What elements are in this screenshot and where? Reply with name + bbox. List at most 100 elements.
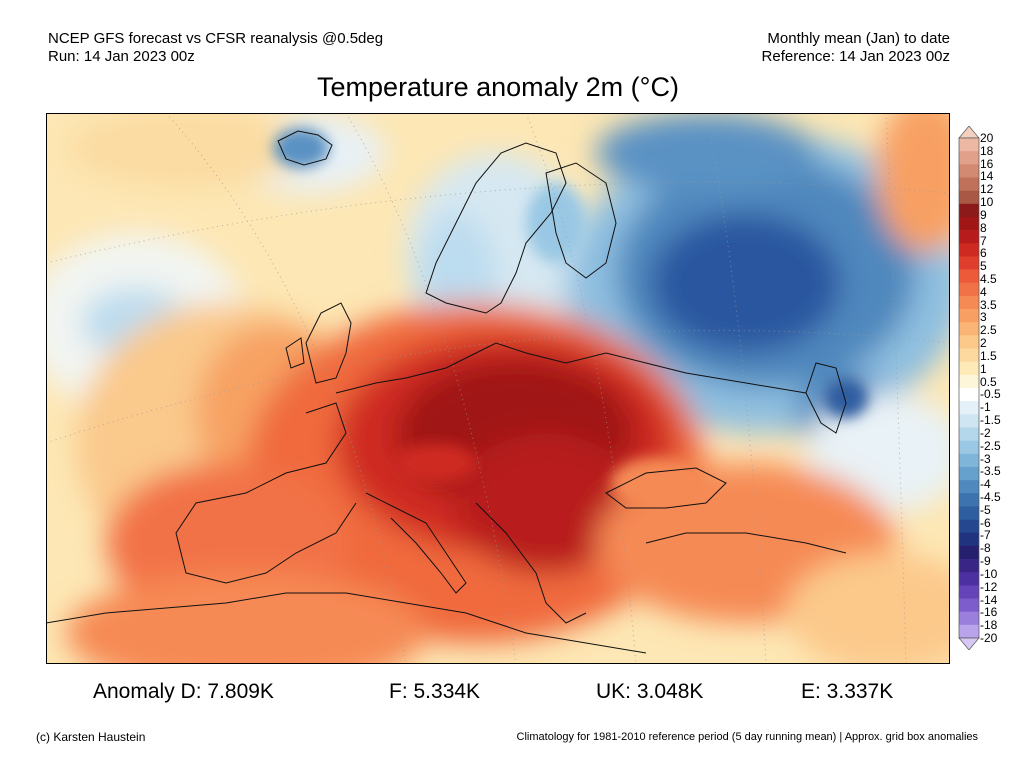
russia-cold-core (651, 213, 841, 353)
legend-swatch (959, 295, 979, 310)
legend-swatch (959, 216, 979, 231)
legend-label: -16 (980, 605, 998, 620)
legend-label: 16 (980, 156, 994, 171)
legend-swatch (959, 545, 979, 560)
legend-swatch (959, 269, 979, 284)
legend-swatch (959, 532, 979, 547)
graticule (46, 113, 950, 664)
legend-label: -18 (980, 618, 998, 633)
legend-swatch (959, 309, 979, 323)
legend-label: 0.5 (980, 374, 997, 389)
legend-label: 4.5 (980, 272, 997, 287)
legend-label: 14 (980, 169, 994, 184)
legend-label: -2 (980, 425, 991, 440)
legend-label: -14 (980, 592, 998, 607)
legend-label: 10 (980, 195, 994, 210)
greenland-sea (66, 113, 306, 188)
balkans-warm (456, 433, 636, 573)
legend-label: -7 (980, 528, 991, 543)
legend-label: -3.5 (980, 464, 1001, 479)
legend-swatch (959, 151, 979, 165)
caspian-core (824, 378, 868, 418)
anomaly-spain: E: 3.337K (801, 680, 894, 703)
legend-label: -9 (980, 554, 991, 569)
legend-label: -2.5 (980, 438, 1001, 453)
legend-label: -12 (980, 579, 998, 594)
coastlines (46, 130, 847, 654)
legend-label: 5 (980, 259, 987, 274)
reference-time: Reference: 14 Jan 2023 00z (761, 48, 950, 65)
model-description: NCEP GFS forecast vs CFSR reanalysis @0.… (48, 30, 384, 47)
legend-label: -4.5 (980, 489, 1001, 504)
legend-swatch (959, 256, 979, 270)
legend-label: 1 (980, 361, 987, 376)
anomaly-map (46, 113, 950, 664)
legend-swatch (959, 177, 979, 191)
legend-swatch (959, 519, 979, 534)
legend-label: 12 (980, 182, 994, 197)
legend-swatch (959, 466, 979, 481)
legend-swatch (959, 453, 979, 468)
legend-swatch (959, 572, 979, 586)
map-frame (46, 113, 950, 664)
legend-label: -4 (980, 477, 991, 492)
legend-swatch (959, 322, 979, 336)
legend-swatch (959, 374, 979, 389)
legend-label: -1 (980, 400, 991, 415)
legend-swatch (959, 480, 979, 494)
legend-label: -5 (980, 502, 991, 517)
legend-swatch (959, 138, 979, 152)
legend-label: 3 (980, 310, 987, 325)
legend-swatch (959, 624, 979, 639)
legend-swatch (959, 401, 979, 415)
legend-label: -8 (980, 541, 991, 556)
legend-swatch (959, 282, 979, 297)
legend-swatch (959, 243, 979, 257)
legend-swatch (959, 506, 979, 520)
alps-warm (396, 443, 476, 483)
legend-bottom-arrow (958, 637, 980, 650)
legend-swatch (959, 414, 979, 428)
legend-label: -1.5 (980, 413, 1001, 428)
anomaly-uk: UK: 3.048K (596, 680, 704, 703)
legend-top-arrow (958, 126, 980, 139)
header-right: Monthly mean (Jan) to date Reference: 14… (762, 30, 950, 66)
legend-swatch (959, 611, 979, 626)
arctic-cold (596, 113, 816, 193)
far-east-warm (876, 113, 950, 253)
legend-swatch (959, 440, 979, 455)
legend-label: -10 (980, 566, 998, 581)
legend-swatch (959, 164, 979, 178)
legend-label: 4 (980, 284, 987, 299)
legend-label: 20 (980, 131, 994, 145)
middle-east-mild (786, 553, 950, 664)
legend-swatch (959, 493, 979, 507)
finland-cold (526, 183, 586, 263)
legend-label: 7 (980, 233, 987, 248)
averaging-period: Monthly mean (Jan) to date (767, 30, 950, 47)
legend-label: 2.5 (980, 323, 997, 338)
legend-swatch (959, 190, 979, 205)
climatology-note: Climatology for 1981-2010 reference peri… (516, 731, 978, 743)
legend-swatch (959, 559, 979, 573)
black-sea-warm (611, 458, 701, 508)
legend-swatch (959, 388, 979, 402)
copyright-notice: (c) Karsten Haustein (36, 730, 146, 744)
anomaly-germany: Anomaly D: 7.809K (93, 680, 274, 703)
legend-swatch (959, 427, 979, 441)
legend-swatch (959, 361, 979, 376)
anomaly-france: F: 5.334K (389, 680, 481, 703)
anomaly-map-canvas (46, 113, 950, 664)
legend-swatch (959, 203, 979, 218)
iceland-cold-spot (273, 128, 329, 168)
header-left: NCEP GFS forecast vs CFSR reanalysis @0.… (48, 30, 383, 66)
color-legend: 20 18 16 14 12 10 9 8 7 6 5 4.5 4 3.5 3 2.5 2 1.5 1 0.5 -0.5… (958, 126, 1018, 650)
legend-label: 2 (980, 336, 987, 351)
legend-label: -0.5 (980, 387, 1001, 402)
run-time: Run: 14 Jan 2023 00z (48, 48, 195, 65)
north-africa-warm (66, 573, 426, 664)
legend-label: 1.5 (980, 348, 997, 363)
legend-swatch (959, 335, 979, 349)
legend-swatch (959, 348, 979, 362)
map-title: Temperature anomaly 2m (°C) (317, 72, 679, 102)
